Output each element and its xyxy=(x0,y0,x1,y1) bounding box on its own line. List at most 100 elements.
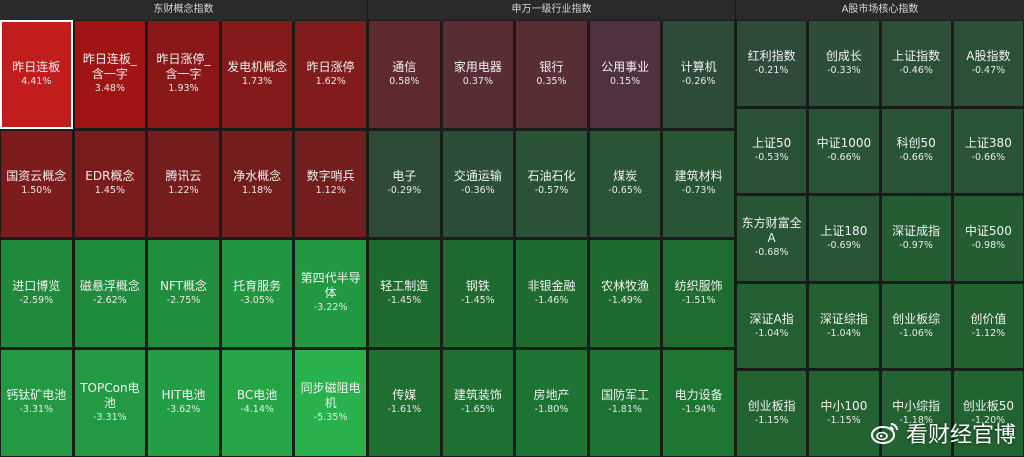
heatmap-tile[interactable]: 同步磁阻电机 -5.35% xyxy=(294,348,367,457)
heatmap-tile[interactable]: A股指数 -0.47% xyxy=(952,20,1024,107)
tile-name: 创业板综 xyxy=(892,311,941,326)
heatmap-tile[interactable]: 净水概念 1.18% xyxy=(220,129,294,238)
tile-change-pct: -3.31% xyxy=(93,411,127,423)
tile-name: 数字哨兵 xyxy=(306,169,355,184)
tile-name: 东方财富全A xyxy=(741,216,802,246)
heatmap-tile[interactable]: 昨日涨停 1.62% xyxy=(294,20,367,129)
tile-name: 中小综指 xyxy=(892,399,941,414)
section-header: 申万一级行业指数 xyxy=(368,0,735,21)
heatmap-tile[interactable]: 中小100 -1.15% xyxy=(808,370,880,457)
heatmap-tile[interactable]: 进口博览 -2.59% xyxy=(0,239,73,348)
tile-name: NFT概念 xyxy=(159,278,207,293)
heatmap-tile[interactable]: 深证A指 -1.04% xyxy=(736,282,808,370)
heatmap-tile[interactable]: 中小综指 -1.18% xyxy=(880,370,952,457)
tile-name: 上证380 xyxy=(964,136,1012,151)
heatmap-tile[interactable]: 科创50 -0.66% xyxy=(880,107,952,195)
tile-name: 昨日涨停_含一字 xyxy=(156,52,211,82)
tile-name: TOPCon电池 xyxy=(80,380,140,410)
tile-name: 钢铁 xyxy=(465,278,490,293)
heatmap-tile[interactable]: BC电池 -4.14% xyxy=(220,348,294,457)
heatmap-tile[interactable]: 传媒 -1.61% xyxy=(368,348,441,457)
heatmap-tile[interactable]: 中证1000 -0.66% xyxy=(808,107,880,195)
heatmap-tile[interactable]: 上证180 -0.69% xyxy=(808,195,880,282)
heatmap-tile[interactable]: 纺织服饰 -1.51% xyxy=(662,239,735,348)
tile-name: 房地产 xyxy=(533,388,570,403)
heatmap-tile[interactable]: 发电机概念 1.73% xyxy=(220,20,294,129)
tile-change-pct: 3.48% xyxy=(94,83,125,95)
tile-change-pct: -1.12% xyxy=(971,327,1006,339)
tile-name: 发电机概念 xyxy=(227,59,288,74)
tile-change-pct: -0.53% xyxy=(754,152,789,164)
tile-change-pct: 0.15% xyxy=(610,75,641,87)
tile-name: HIT电池 xyxy=(161,388,206,403)
heatmap-tile[interactable]: 托育服务 -3.05% xyxy=(220,239,294,348)
heatmap-tile[interactable]: 创业板指 -1.15% xyxy=(736,370,808,457)
tile-change-pct: -1.20% xyxy=(971,415,1006,427)
heatmap-tile[interactable]: 石油石化 -0.57% xyxy=(515,129,588,238)
heatmap-tile[interactable]: 上证指数 -0.46% xyxy=(880,20,952,107)
heatmap-tile[interactable]: 煤炭 -0.65% xyxy=(588,129,662,238)
heatmap-tile[interactable]: 昨日涨停_含一字 1.93% xyxy=(147,20,220,129)
heatmap-tile[interactable]: 通信 0.58% xyxy=(368,20,441,129)
heatmap-tile[interactable]: 深证成指 -0.97% xyxy=(880,195,952,282)
tile-name: 托育服务 xyxy=(233,278,282,293)
heatmap-tile[interactable]: 深证综指 -1.04% xyxy=(808,282,880,370)
tile-name: 交通运输 xyxy=(453,169,502,184)
heatmap-tile[interactable]: 交通运输 -0.36% xyxy=(441,129,515,238)
heatmap-tile[interactable]: 上证50 -0.53% xyxy=(736,107,808,195)
heatmap-tile[interactable]: 电力设备 -1.94% xyxy=(662,348,735,457)
heatmap-tile[interactable]: 房地产 -1.80% xyxy=(515,348,588,457)
heatmap-tile[interactable]: 创业板综 -1.06% xyxy=(880,282,952,370)
heatmap-tile[interactable]: 农林牧渔 -1.49% xyxy=(588,239,662,348)
tile-name: 上证180 xyxy=(820,223,868,238)
heatmap-tile[interactable]: HIT电池 -3.62% xyxy=(147,348,220,457)
heatmap-tile[interactable]: 创成长 -0.33% xyxy=(808,20,880,107)
tile-change-pct: -0.98% xyxy=(971,239,1006,251)
tile-change-pct: 4.41% xyxy=(21,75,52,87)
heatmap-tile[interactable]: 创价值 -1.12% xyxy=(952,282,1024,370)
heatmap-tile[interactable]: 轻工制造 -1.45% xyxy=(368,239,441,348)
heatmap-tile[interactable]: NFT概念 -2.75% xyxy=(147,239,220,348)
heatmap-tile[interactable]: 数字哨兵 1.12% xyxy=(294,129,367,238)
heatmap-tile[interactable]: 国防军工 -1.81% xyxy=(588,348,662,457)
heatmap-tile[interactable]: 中证500 -0.98% xyxy=(952,195,1024,282)
heatmap-tile[interactable]: 非银金融 -1.46% xyxy=(515,239,588,348)
tile-name: 深证A指 xyxy=(749,311,794,326)
tile-change-pct: -3.22% xyxy=(313,302,348,314)
tile-name: 中证500 xyxy=(964,223,1012,238)
tile-name: 创业板指 xyxy=(747,399,796,414)
heatmap-tile[interactable]: 腾讯云 1.22% xyxy=(147,129,220,238)
tile-change-pct: 1.50% xyxy=(21,185,52,197)
tile-name: 昨日连板_含一字 xyxy=(82,52,137,82)
heatmap-tile[interactable]: 建筑材料 -0.73% xyxy=(662,129,735,238)
heatmap-tile[interactable]: 国资云概念 1.50% xyxy=(0,129,73,238)
tile-change-pct: -0.69% xyxy=(827,239,861,251)
heatmap-tile[interactable]: 昨日连板_含一字 3.48% xyxy=(73,20,147,129)
tile-change-pct: -0.65% xyxy=(608,185,642,197)
heatmap-tile[interactable]: 创业板50 -1.20% xyxy=(952,370,1024,457)
tile-change-pct: -3.05% xyxy=(240,294,274,306)
heatmap-tile[interactable]: 昨日连板 4.41% xyxy=(0,20,73,129)
heatmap-tile[interactable]: 家用电器 0.37% xyxy=(441,20,515,129)
heatmap-tile[interactable]: 钙钛矿电池 -3.31% xyxy=(0,348,73,457)
heatmap-tile[interactable]: 钢铁 -1.45% xyxy=(441,239,515,348)
heatmap-tile[interactable]: 建筑装饰 -1.65% xyxy=(441,348,515,457)
heatmap-tile[interactable]: 上证380 -0.66% xyxy=(952,107,1024,195)
heatmap-tile[interactable]: 红利指数 -0.21% xyxy=(736,20,808,107)
heatmap-tile[interactable]: 电子 -0.29% xyxy=(368,129,441,238)
tile-change-pct: 0.37% xyxy=(462,75,493,87)
tile-change-pct: -0.97% xyxy=(899,239,933,251)
tile-change-pct: 1.12% xyxy=(315,185,346,197)
heatmap-tile[interactable]: EDR概念 1.45% xyxy=(73,129,147,238)
tile-change-pct: -2.75% xyxy=(166,294,201,306)
heatmap-tile[interactable]: 东方财富全A -0.68% xyxy=(736,195,808,282)
heatmap-tile[interactable]: 计算机 -0.26% xyxy=(662,20,735,129)
heatmap-tile[interactable]: 第四代半导体 -3.22% xyxy=(294,239,367,348)
tile-name: 创业板50 xyxy=(962,399,1015,414)
tile-change-pct: -1.61% xyxy=(387,404,422,416)
tile-change-pct: -1.94% xyxy=(681,404,716,416)
heatmap-tile[interactable]: 银行 0.35% xyxy=(515,20,588,129)
heatmap-tile[interactable]: 磁悬浮概念 -2.62% xyxy=(73,239,147,348)
heatmap-tile[interactable]: 公用事业 0.15% xyxy=(588,20,662,129)
heatmap-tile[interactable]: TOPCon电池 -3.31% xyxy=(73,348,147,457)
